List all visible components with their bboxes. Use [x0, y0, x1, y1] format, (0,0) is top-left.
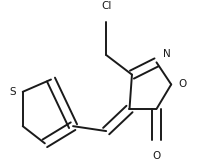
- Text: S: S: [9, 87, 16, 97]
- Text: O: O: [152, 151, 160, 161]
- Text: O: O: [178, 79, 186, 89]
- Text: N: N: [162, 49, 170, 59]
- Text: Cl: Cl: [101, 1, 111, 11]
